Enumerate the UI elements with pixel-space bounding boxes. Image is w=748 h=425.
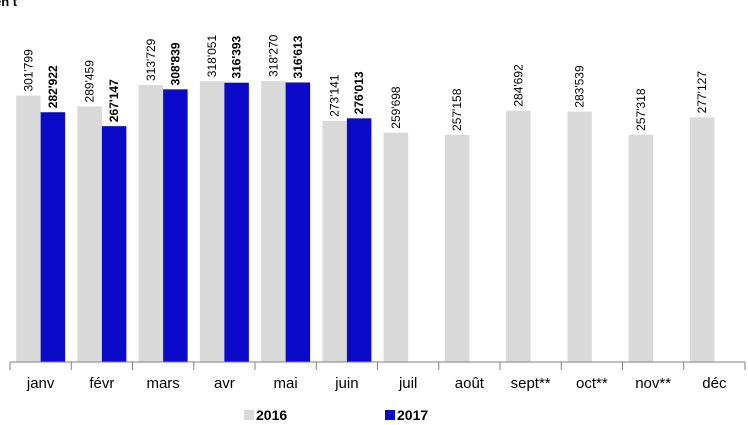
- bar: [506, 110, 531, 363]
- bar: [322, 120, 347, 362]
- x-tick-label: avr: [214, 375, 235, 392]
- legend-label: 2016: [256, 407, 287, 423]
- value-label: 283'539: [573, 65, 587, 108]
- value-label: 257'318: [634, 88, 648, 131]
- bar: [444, 134, 470, 362]
- value-label: 259'698: [389, 86, 403, 129]
- chart-title: en t: [0, 0, 18, 9]
- value-label: 301'799: [21, 49, 35, 92]
- x-tick-label: juin: [334, 375, 358, 392]
- x-tick-label: juil: [398, 375, 417, 392]
- x-tick-label: sept**: [511, 375, 551, 392]
- bar: [628, 134, 654, 362]
- value-label: 276'013: [352, 71, 366, 114]
- x-tick-label: févr: [89, 375, 114, 392]
- value-label: 284'692: [511, 64, 525, 107]
- value-label: 289'459: [83, 60, 97, 103]
- value-label: 316'613: [291, 35, 305, 78]
- legend-label: 2017: [397, 407, 428, 423]
- bar: [383, 132, 409, 362]
- bar: [101, 126, 127, 362]
- value-label: 318'051: [205, 35, 219, 78]
- legend-swatch: [385, 410, 395, 420]
- bar: [689, 117, 715, 362]
- bar: [224, 82, 249, 363]
- value-label: 273'141: [328, 74, 342, 117]
- bar: [16, 95, 41, 362]
- x-tick-label: mars: [146, 375, 179, 392]
- value-label: 257'158: [450, 88, 464, 131]
- bar: [138, 85, 164, 363]
- value-label: 308'839: [168, 42, 182, 85]
- value-label: 267'147: [107, 79, 121, 122]
- x-tick-label: janv: [26, 375, 55, 392]
- bar: [163, 89, 188, 362]
- x-tick-label: mai: [274, 375, 298, 392]
- x-tick-label: oct**: [576, 375, 608, 392]
- value-label: 318'270: [266, 34, 280, 77]
- bar: [40, 112, 66, 362]
- bar: [285, 82, 311, 362]
- bar: [346, 118, 372, 363]
- value-label: 277'127: [695, 71, 709, 114]
- value-label: 282'922: [46, 65, 60, 108]
- value-label: 313'729: [144, 38, 158, 81]
- bar: [77, 106, 102, 362]
- bar: [567, 111, 592, 362]
- bar: [261, 81, 286, 362]
- legend-swatch: [244, 410, 254, 420]
- x-tick-label: août: [455, 375, 485, 392]
- value-label: 316'393: [230, 35, 244, 78]
- x-tick-label: nov**: [635, 375, 671, 392]
- x-tick-label: déc: [702, 375, 727, 392]
- bar: [199, 81, 225, 362]
